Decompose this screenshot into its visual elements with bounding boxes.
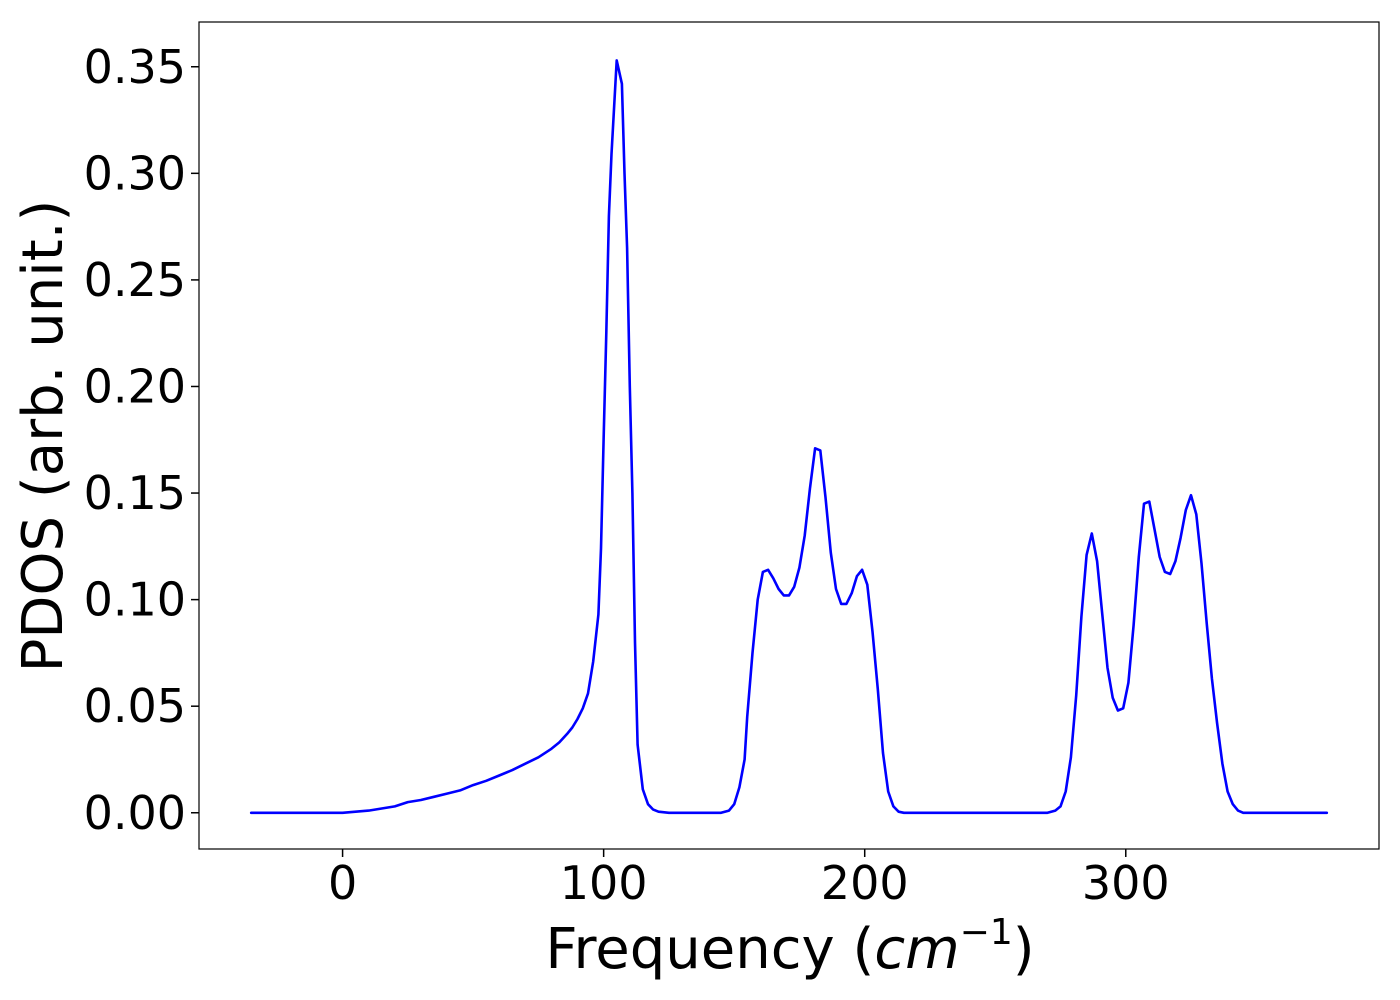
y-tick-label: 0.05	[84, 679, 186, 733]
x-tick-label: 200	[821, 856, 909, 910]
y-axis-label: PDOS (arb. unit.)	[11, 200, 76, 673]
x-axis-label-unit: cm	[874, 917, 959, 982]
x-axis-label-prefix: Frequency (	[545, 917, 874, 982]
y-tick-label: 0.15	[84, 466, 186, 520]
plot-frame	[198, 21, 1380, 850]
x-tick-label: 300	[1082, 856, 1170, 910]
x-axis-label-exponent: −1	[960, 912, 1013, 953]
y-tick-label: 0.20	[84, 359, 186, 413]
pdos-series-line	[249, 59, 1329, 815]
x-axis-ticks: 0 100 200 300	[328, 849, 1170, 910]
y-tick-label: 0.10	[84, 573, 186, 627]
y-tick-label: 0.30	[84, 146, 186, 200]
y-tick-label: 0.00	[84, 786, 186, 840]
y-tick-label: 0.35	[84, 40, 186, 94]
y-tick-label: 0.25	[84, 253, 186, 307]
x-tick-label: 100	[560, 856, 648, 910]
y-axis-ticks: 0.00 0.05 0.10 0.15 0.20 0.25 0.30 0.35	[84, 40, 199, 840]
x-axis-label-suffix: )	[1013, 917, 1035, 982]
x-axis-label: Frequency (cm−1)	[545, 912, 1034, 982]
x-tick-label: 0	[328, 856, 357, 910]
